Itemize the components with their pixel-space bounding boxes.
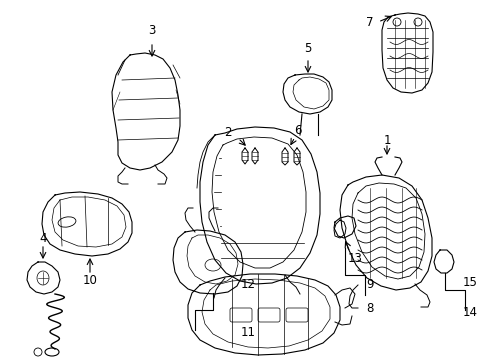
Text: 5: 5 <box>304 41 311 54</box>
Text: 14: 14 <box>462 306 476 319</box>
Text: 2: 2 <box>224 126 231 139</box>
Text: 8: 8 <box>366 302 373 315</box>
Text: 11: 11 <box>240 325 255 338</box>
Text: 12: 12 <box>240 279 255 292</box>
Text: 1: 1 <box>383 134 390 147</box>
Text: 9: 9 <box>366 279 373 292</box>
Text: 3: 3 <box>148 23 155 36</box>
Text: 10: 10 <box>82 274 97 287</box>
Text: 4: 4 <box>39 231 47 244</box>
Text: 6: 6 <box>294 123 301 136</box>
Text: 7: 7 <box>366 15 373 28</box>
Text: 13: 13 <box>347 252 362 265</box>
Text: 15: 15 <box>462 275 476 288</box>
